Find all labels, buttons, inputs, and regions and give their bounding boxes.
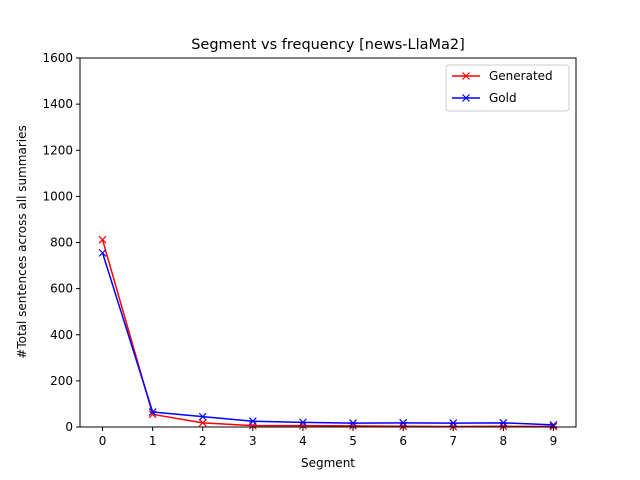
data-point [399,422,408,431]
y-tick-label: 400 [50,328,73,342]
legend: Generated Gold [445,64,570,112]
x-tick-label: 0 [99,434,107,448]
legend-marker [462,72,470,80]
legend-item-gold: Gold [452,91,517,105]
plot-frame [79,57,577,428]
data-point [198,418,207,427]
chart-title: Segment vs frequency [news-LlaMa2] [191,37,465,53]
data-point [499,422,508,431]
series-generated [98,235,558,431]
data-point [399,418,408,427]
x-tick-label: 8 [500,434,508,448]
plot-area: 0 1 2 3 4 5 6 7 8 9 0 200 400 600 800 1000 1200 1400 1600 [42,51,577,448]
y-tick-label: 600 [50,282,73,296]
legend-label: Generated [489,69,553,83]
y-tick-label: 200 [50,374,73,388]
x-tick-label: 6 [399,434,407,448]
series-line-generated [101,239,554,428]
x-tick-label: 2 [199,434,207,448]
data-point [349,419,357,428]
y-axis-label: #Total sentences across all summaries [15,125,29,358]
data-point [499,418,508,427]
data-point [449,419,458,428]
x-tick-label: 3 [249,434,257,448]
data-point [148,408,157,416]
x-tick-label: 1 [149,434,157,448]
x-tick-label: 5 [349,434,357,448]
data-point [299,418,307,427]
series-gold [98,248,558,429]
data-point [198,412,207,421]
data-point [299,421,307,430]
x-tick-label: 4 [299,434,307,448]
y-tick-label: 1600 [42,51,73,65]
legend-marker [462,94,470,102]
y-tick-label: 1400 [42,97,73,111]
legend-label: Gold [489,91,517,105]
data-point [98,248,107,257]
y-tick-label: 1000 [42,189,73,203]
data-point [98,235,107,244]
series-line-gold [101,252,554,426]
x-axis-label: Segment [301,456,355,470]
data-point [248,417,257,426]
y-tick-label: 0 [65,420,73,434]
y-tick-label: 800 [50,236,73,250]
y-tick-label: 1200 [42,143,73,157]
x-tick-label: 7 [449,434,457,448]
x-tick-label: 9 [550,434,558,448]
legend-item-generated: Generated [452,69,553,83]
